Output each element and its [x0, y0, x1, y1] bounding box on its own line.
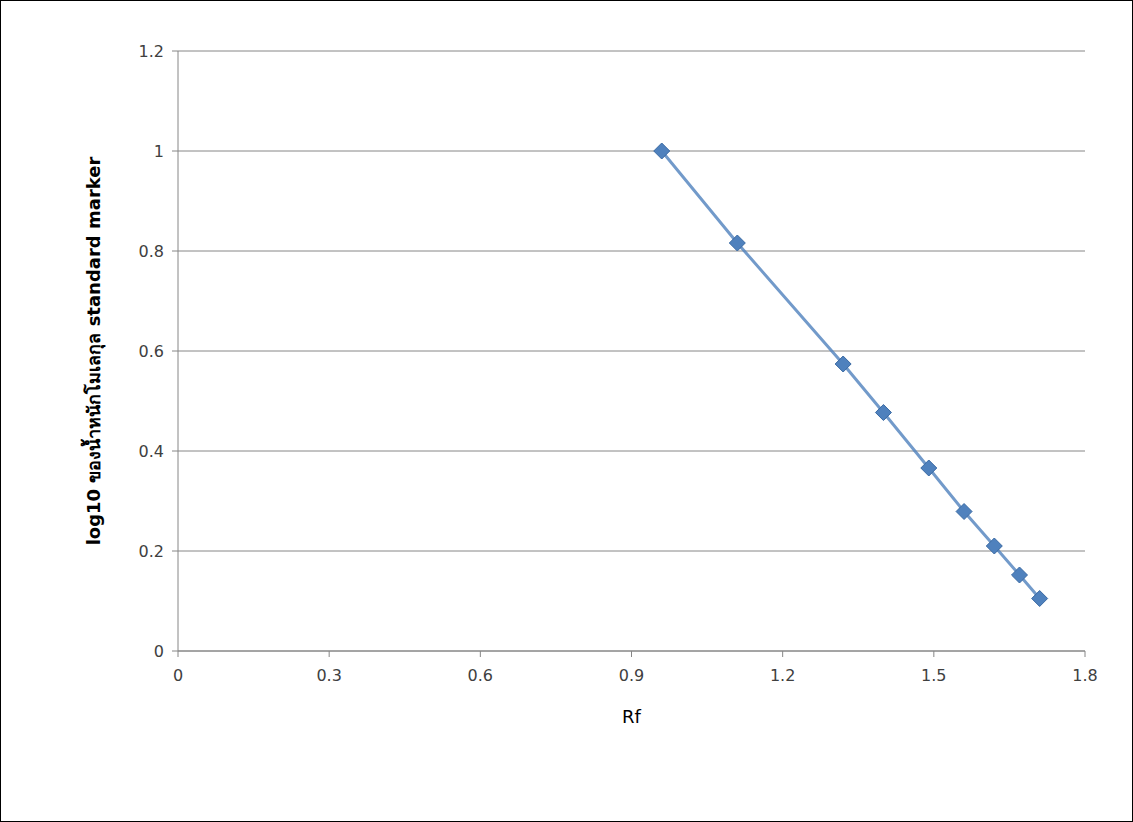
grid-line — [178, 451, 1085, 452]
x-tick-label: 0 — [173, 666, 183, 685]
data-point — [654, 143, 670, 159]
x-axis-title: Rf — [622, 706, 642, 727]
grid-line — [178, 151, 1085, 152]
y-tick-label: 0 — [154, 642, 164, 661]
data-point — [1011, 567, 1027, 583]
x-tick-label: 0.9 — [619, 666, 644, 685]
chart: 0 0.2 0.4 0.6 0.8 1 1.2 0 0.3 0.6 0.9 1.2 1.5 1.8 Rf lo… — [0, 0, 1133, 822]
grid-line — [178, 351, 1085, 352]
y-tick — [172, 351, 178, 352]
y-tick — [172, 51, 178, 52]
data-point — [729, 235, 745, 251]
x-tick-label: 1.5 — [921, 666, 946, 685]
x-tick — [480, 651, 481, 657]
y-tick-label: 1.2 — [139, 42, 164, 61]
x-tick-label: 0.3 — [316, 666, 341, 685]
grid-line — [178, 551, 1085, 552]
x-tick-label: 0.6 — [468, 666, 493, 685]
data-point — [956, 504, 972, 520]
x-tick — [178, 651, 179, 657]
x-tick — [1085, 651, 1086, 657]
y-tick-label: 0.8 — [139, 242, 164, 261]
y-tick-label: 0.6 — [139, 342, 164, 361]
y-tick — [172, 551, 178, 552]
x-tick-label: 1.8 — [1072, 666, 1097, 685]
grid-line — [178, 51, 1085, 52]
y-tick — [172, 651, 178, 652]
y-tick-label: 1 — [154, 142, 164, 161]
y-tick-label: 0.2 — [139, 542, 164, 561]
y-tick — [172, 151, 178, 152]
x-tick-label: 1.2 — [770, 666, 795, 685]
grid-line — [178, 251, 1085, 252]
y-tick — [172, 251, 178, 252]
x-tick — [782, 651, 783, 657]
chart-frame — [1, 1, 1133, 822]
data-point — [921, 460, 937, 476]
x-tick — [329, 651, 330, 657]
data-point — [835, 356, 851, 372]
y-axis-title: log10 ของน้ำหนักโมเลกุล standard marker — [80, 157, 106, 546]
x-tick — [631, 651, 632, 657]
data-point — [1032, 591, 1048, 607]
y-tick — [172, 451, 178, 452]
data-point — [875, 405, 891, 421]
data-point — [986, 538, 1002, 554]
y-axis — [178, 51, 179, 651]
y-tick-label: 0.4 — [139, 442, 164, 461]
plot-area — [654, 143, 1048, 607]
series-line — [662, 151, 1040, 599]
x-tick — [933, 651, 934, 657]
